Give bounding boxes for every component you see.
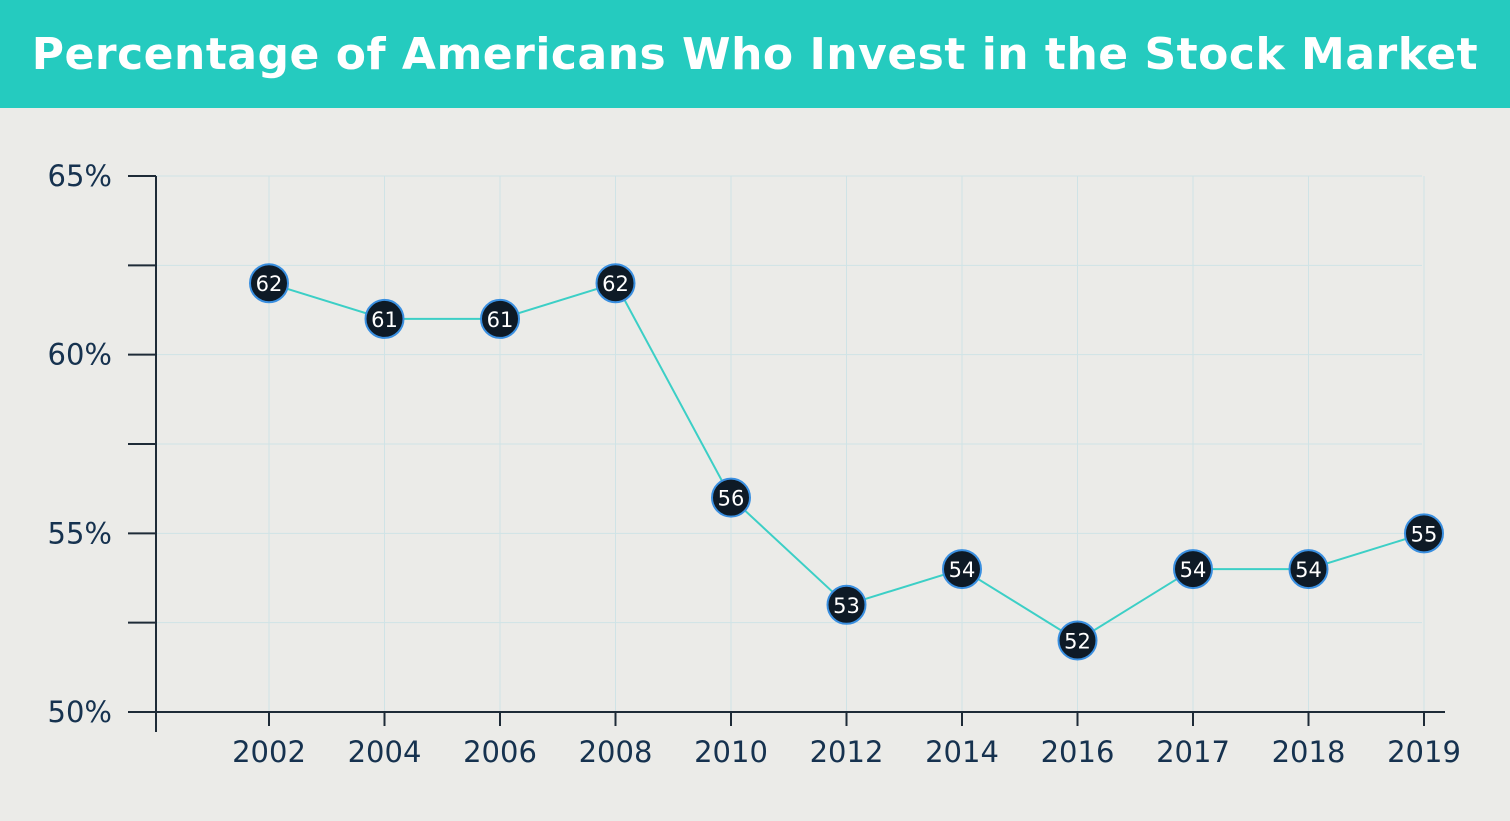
- data-points: 62 61 61 62 56 53 54 52 54 54 55: [249, 263, 1444, 661]
- data-point-label: 55: [1411, 522, 1438, 546]
- x-tick-label: 2008: [579, 735, 653, 769]
- data-point: 61: [480, 298, 520, 339]
- data-point-marker: [1288, 549, 1329, 590]
- x-tick-label: 2002: [232, 735, 306, 769]
- data-point: 56: [711, 477, 751, 518]
- x-tick-label: 2019: [1387, 735, 1461, 769]
- data-point: 61: [364, 298, 405, 339]
- axes: [128, 175, 1445, 732]
- x-tick-label: 2012: [810, 735, 884, 769]
- x-tick-label: 2016: [1041, 735, 1115, 769]
- data-point-label: 54: [1180, 558, 1207, 582]
- data-point-marker: [1404, 513, 1444, 554]
- y-tick-label: 50%: [48, 695, 112, 729]
- data-point: 53: [826, 584, 867, 625]
- data-point-label: 53: [833, 594, 860, 618]
- data-point-marker: [249, 263, 289, 304]
- data-point-label: 52: [1064, 630, 1091, 654]
- x-tick-label: 2017: [1156, 735, 1230, 769]
- data-point-label: 62: [256, 272, 283, 296]
- data-point-label: 61: [371, 308, 398, 332]
- line-chart: 50% 55% 60% 65% 2002 2004 2006 2008 2010 2012 201…: [48, 159, 1461, 769]
- x-tick-label: 2018: [1272, 735, 1346, 769]
- data-point: 62: [595, 263, 636, 304]
- x-tick-label: 2010: [694, 735, 768, 769]
- data-point: 54: [942, 549, 982, 590]
- data-point-label: 54: [1295, 558, 1322, 582]
- data-point-marker: [1173, 549, 1213, 590]
- data-point-marker: [826, 584, 867, 625]
- y-tick-label: 65%: [48, 159, 112, 193]
- data-point: 55: [1404, 513, 1444, 554]
- chart-header: Percentage of Americans Who Invest in th…: [0, 0, 1510, 108]
- y-tick-label: 60%: [48, 338, 112, 372]
- y-tick-label: 55%: [48, 516, 112, 550]
- grid-lines: [156, 175, 1425, 712]
- x-tick-label: 2014: [925, 735, 999, 769]
- x-tick-label: 2004: [348, 735, 422, 769]
- y-axis-tick-labels: 50% 55% 60% 65%: [48, 159, 112, 729]
- data-point-label: 62: [602, 272, 629, 296]
- data-point-marker: [1057, 620, 1098, 661]
- data-point-marker: [595, 263, 636, 304]
- data-point: 54: [1173, 549, 1213, 590]
- data-point-marker: [480, 298, 520, 339]
- data-point-marker: [364, 298, 405, 339]
- data-point: 62: [249, 263, 289, 304]
- data-point-label: 54: [949, 558, 976, 582]
- data-point: 52: [1057, 620, 1098, 661]
- data-point-label: 61: [487, 308, 514, 332]
- data-point-marker: [711, 477, 751, 518]
- data-point: 54: [1288, 549, 1329, 590]
- x-tick-label: 2006: [463, 735, 537, 769]
- data-point-marker: [942, 549, 982, 590]
- chart-title: Percentage of Americans Who Invest in th…: [31, 28, 1479, 80]
- data-point-label: 56: [718, 487, 745, 511]
- x-axis-tick-labels: 2002 2004 2006 2008 2010 2012 2014 2016 2017 2018…: [232, 735, 1461, 769]
